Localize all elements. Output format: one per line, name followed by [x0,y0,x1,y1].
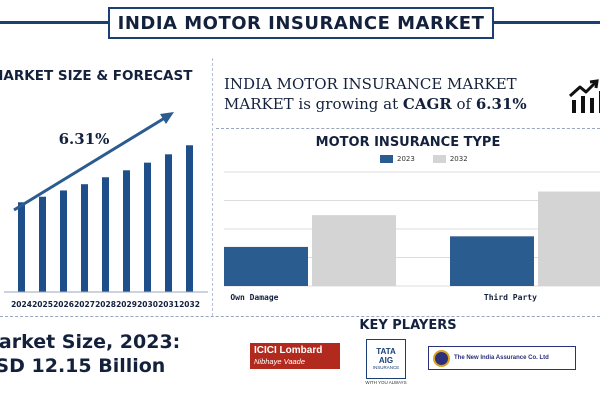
forecast-bar [144,162,151,292]
new-india-assurance-logo: The New India Assurance Co. Ltd [428,346,576,370]
icici-name: ICICI Lombard [254,345,323,356]
key-players-heading: KEY PLAYERS [359,318,457,333]
insurance-type-heading: MOTOR INSURANCE TYPE [315,135,501,150]
growth-headline: INDIA MOTOR INSURANCE MARKET MARKET is g… [224,74,544,114]
insurance-type-chart: Own Damage Third Party [224,171,600,302]
tata-l1: TATA [376,347,396,356]
type-bar-2023 [450,236,534,286]
cagr-annotation: 6.31% [59,130,110,148]
forecast-tick-label: 2030 [137,300,158,309]
icici-lombard-logo: ICICI Lombard Nibhaye Vaade [250,343,340,369]
forecast-bar [39,196,46,292]
type-bar-2032 [312,215,396,286]
type-category-label: Own Damage [230,293,278,302]
forecast-tick-label: 2026 [53,300,74,309]
icici-tagline: Nibhaye Vaade [254,357,306,366]
forecast-tick-label: 2029 [116,300,137,309]
tata-l2: AIG [378,356,394,365]
bottom-divider [0,316,600,317]
market-size-value: USD 12.15 Billion [0,355,166,377]
nia-name: The New India Assurance Co. Ltd [454,354,549,361]
type-bar-2023 [224,246,308,286]
forecast-heading: MARKET SIZE & FORECAST [0,68,193,84]
forecast-bar [123,170,130,292]
forecast-tick-label: 2031 [158,300,179,309]
legend-label-2023: 2023 [397,155,415,163]
section-divider [216,128,600,129]
legend-item-2032: 2032 [432,155,468,163]
tata-aig-logo: TATA AIG INSURANCE [366,339,406,379]
legend-swatch-2032 [432,155,446,163]
legend-item-2023: 2023 [380,155,415,163]
forecast-panel [0,58,213,316]
trend-arrow-head [160,112,174,124]
legend-label-2032: 2032 [449,155,468,163]
trend-up-arrow-icon [13,114,169,212]
type-bar-2032 [538,191,600,286]
market-size-callout: Market Size, 2023: USD 12.15 Billion [0,330,180,378]
forecast-tick-label: 2025 [32,300,53,309]
forecast-tick-label: 2032 [179,300,200,309]
headline-line1: INDIA MOTOR INSURANCE MARKET [224,75,517,93]
title-bar: INDIA MOTOR INSURANCE MARKET [0,0,600,46]
tata-tagline: WITH YOU ALWAYS [365,380,407,385]
legend-swatch-2023 [380,155,393,163]
market-size-label: Market Size, 2023: [0,331,181,353]
type-category-label: Third Party [484,292,537,302]
forecast-bar [18,202,25,292]
forecast-bar [60,190,67,292]
forecast-bar [81,184,88,292]
forecast-bar [102,177,109,292]
forecast-tick-label: 2024 [11,300,32,309]
forecast-tick-label: 2028 [95,300,116,309]
headline-line2: MARKET is growing at CAGR of 6.31% [224,95,527,113]
insurance-type-legend: 2023 2032 [380,155,480,163]
forecast-tick-label: 2027 [74,300,95,309]
forecast-bar [165,154,172,292]
nia-text: The New India Assurance Co. Ltd [454,355,549,362]
forecast-bar [186,145,193,292]
growth-chart-icon [568,79,600,113]
title-box: INDIA MOTOR INSURANCE MARKET [108,7,494,39]
page-title: INDIA MOTOR INSURANCE MARKET [117,12,485,34]
forecast-chart: 2024 2025 2026 2027 2028 2029 2030 2031 2032 6.31… [4,112,208,309]
tata-l3: INSURANCE [372,365,400,370]
nia-emblem-icon [433,349,450,367]
